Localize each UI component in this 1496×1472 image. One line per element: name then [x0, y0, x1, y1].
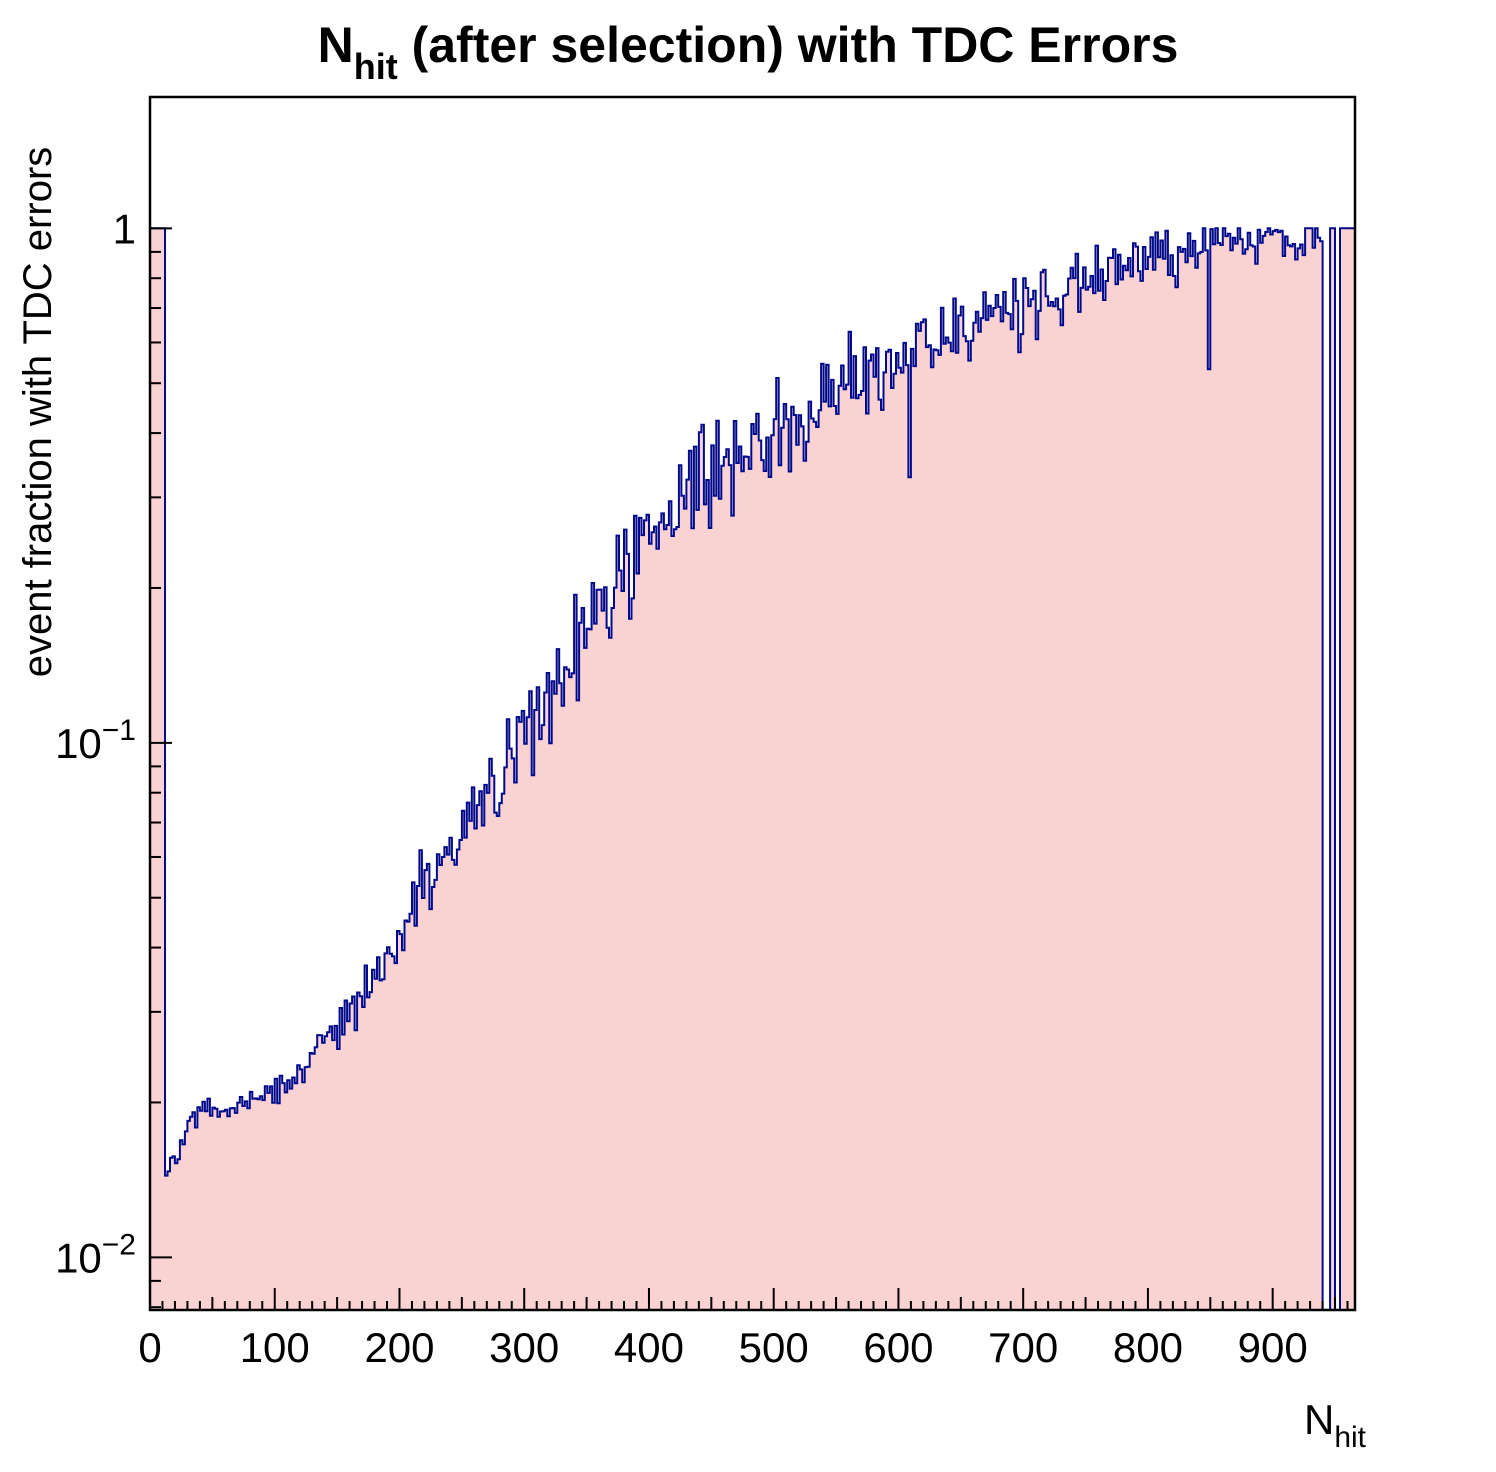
histogram-line [149, 227, 1356, 1311]
y-tick-label: 10−2 [55, 1228, 136, 1281]
y-tick-label: 10−1 [55, 714, 136, 767]
x-tick-label: 200 [364, 1324, 434, 1371]
x-axis-title-sub: hit [1334, 1421, 1366, 1455]
chart-title-prefix: N [317, 17, 354, 73]
x-tick-label: 100 [240, 1324, 310, 1371]
x-tick-label: 800 [1113, 1324, 1183, 1371]
chart-title-sub: hit [353, 46, 398, 87]
chart-title-suffix: (after selection) with TDC Errors [397, 17, 1179, 73]
x-tick-label: 700 [988, 1324, 1058, 1371]
x-tick-label: 300 [489, 1324, 559, 1371]
x-tick-label: 500 [739, 1324, 809, 1371]
y-axis-title: event fraction with TDC errors [16, 146, 60, 678]
x-tick-label: 0 [138, 1324, 161, 1371]
plot-frame [148, 95, 1357, 1312]
histogram-fill [150, 228, 1355, 1310]
x-tick-label: 600 [863, 1324, 933, 1371]
y-tick-label: 1 [113, 205, 136, 252]
chart-title: Nhit (after selection) with TDC Errors [0, 16, 1496, 87]
x-tick-label: 400 [614, 1324, 684, 1371]
x-axis-title: Nhit [1303, 1396, 1366, 1455]
x-tick-label: 900 [1238, 1324, 1308, 1371]
x-axis-title-prefix: N [1303, 1396, 1335, 1443]
